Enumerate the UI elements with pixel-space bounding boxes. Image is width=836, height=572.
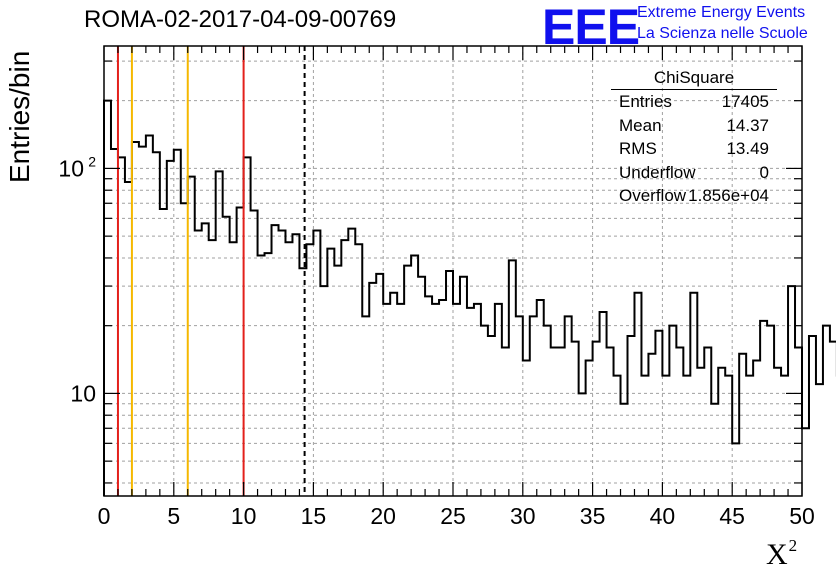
x-tick-label: 15 [301, 503, 327, 529]
x-tick-label: 0 [98, 503, 111, 529]
stats-label: Overflow [619, 186, 687, 205]
stats-row-rms: RMS 13.49 [611, 137, 777, 161]
stats-row-mean: Mean 14.37 [611, 114, 777, 138]
stats-box: ChiSquare Entries 17405 Mean 14.37 RMS 1… [611, 67, 777, 208]
stats-label: Underflow [619, 162, 696, 182]
x-tick-label: 20 [370, 503, 396, 529]
x-tick-label: 5 [167, 503, 180, 529]
stats-label: Mean [619, 115, 662, 135]
x-tick-label: 45 [719, 503, 745, 529]
y-tick-label: 10 [58, 155, 84, 181]
x-tick-label: 50 [789, 503, 815, 529]
x-tick-label: 40 [650, 503, 676, 529]
stats-row-underflow: Underflow 0 [611, 161, 777, 185]
y-tick-exponent: 2 [88, 153, 96, 169]
stats-value: 17405 [721, 92, 769, 111]
x-tick-label: 25 [440, 503, 466, 529]
y-tick-label: 10 [70, 380, 96, 406]
eee-logo: EEE [542, 0, 640, 55]
stats-title: ChiSquare [611, 67, 777, 90]
x-tick-label: 35 [580, 503, 606, 529]
x-tick-label: 10 [231, 503, 257, 529]
stats-value: 13.49 [726, 139, 769, 158]
x-axis-label: X2 [766, 536, 798, 571]
x-tick-label: 30 [510, 503, 536, 529]
chart-title: ROMA-02-2017-04-09-00769 [84, 6, 397, 33]
stats-label: RMS [619, 139, 657, 158]
histogram-series [103, 99, 836, 496]
y-axis-label: Entries/bin [4, 50, 35, 183]
logo-line-1: Extreme Energy Events [637, 4, 806, 21]
stats-label: Entries [619, 92, 672, 111]
stats-value: 0 [759, 162, 769, 182]
stats-value: 1.856e+04 [688, 186, 769, 205]
stats-value: 14.37 [726, 115, 769, 135]
logo-line-2: La Scienza nelle Scuole [637, 25, 808, 42]
stats-row-overflow: Overflow 1.856e+04 [611, 184, 777, 208]
stats-row-entries: Entries 17405 [611, 90, 777, 114]
